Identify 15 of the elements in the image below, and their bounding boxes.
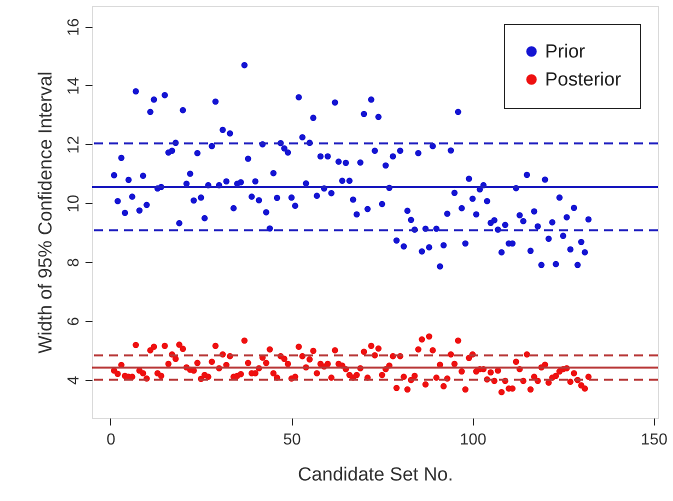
y-tick-label: 6: [66, 316, 82, 326]
legend-label: Prior: [545, 42, 586, 62]
y-tick-label: 4: [66, 376, 82, 385]
y-axis-title: Width of 95% Confidence Interval: [36, 72, 56, 354]
y-tick-label: 8: [66, 258, 82, 267]
y-tick-label: 14: [66, 76, 82, 95]
y-tick-label: 12: [66, 136, 82, 154]
x-axis-title: Candidate Set No.: [298, 464, 454, 486]
y-tick-label: 10: [66, 194, 82, 213]
x-tick-label: 100: [460, 432, 487, 448]
legend-label: Posterior: [545, 70, 622, 90]
x-tick-label: 150: [640, 432, 668, 448]
y-tick-label: 16: [66, 18, 82, 36]
x-tick-label: 50: [283, 432, 302, 448]
x-tick-label: 0: [106, 432, 116, 448]
